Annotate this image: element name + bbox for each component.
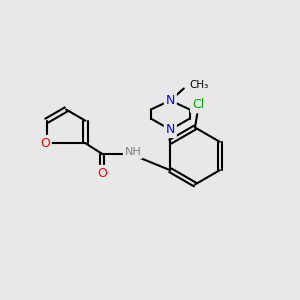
Text: CH₃: CH₃ — [190, 80, 209, 91]
Text: O: O — [40, 137, 50, 150]
Text: N: N — [166, 123, 175, 136]
Text: N: N — [166, 94, 175, 107]
Text: O: O — [97, 167, 107, 180]
Text: NH: NH — [124, 147, 141, 157]
Text: Cl: Cl — [192, 98, 204, 112]
